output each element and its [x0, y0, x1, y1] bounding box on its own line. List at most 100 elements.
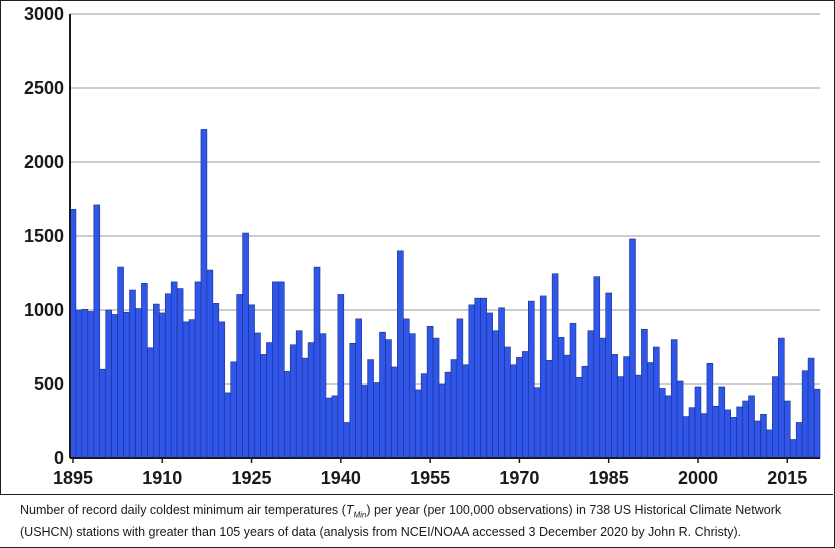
bar: [213, 303, 219, 458]
bar: [505, 347, 511, 458]
bar: [397, 251, 403, 458]
bar: [427, 326, 433, 458]
bar-chart: 050010001500200025003000 189519101925194…: [0, 0, 835, 494]
bar: [576, 377, 582, 458]
y-tick-label: 2500: [24, 78, 64, 98]
bar: [296, 331, 302, 458]
bar: [653, 347, 659, 458]
bar: [737, 407, 743, 458]
bar: [350, 343, 356, 458]
bar: [558, 337, 564, 458]
bar: [82, 309, 88, 458]
bar: [743, 401, 749, 458]
bar: [380, 332, 386, 458]
x-tick-label: 1925: [232, 468, 272, 488]
bar: [326, 398, 332, 458]
bar: [582, 366, 588, 458]
bar: [231, 362, 237, 458]
bar: [153, 304, 159, 458]
x-tick-labels: 189519101925194019551970198520002015: [53, 458, 807, 488]
bar: [94, 205, 100, 458]
x-tick-label: 1985: [589, 468, 629, 488]
bar: [665, 396, 671, 458]
bar: [641, 329, 647, 458]
bar: [344, 422, 350, 458]
bar: [731, 417, 737, 458]
bar: [201, 129, 207, 458]
bar: [463, 365, 469, 458]
bar: [546, 360, 552, 458]
bar: [683, 417, 689, 458]
caption-text-start: Number of record daily coldest minimum a…: [20, 503, 346, 517]
bar: [570, 323, 576, 458]
bar: [183, 322, 189, 458]
bar: [594, 277, 600, 458]
bar: [516, 357, 522, 458]
bar: [266, 343, 272, 458]
bar: [112, 314, 118, 458]
bar: [689, 408, 695, 458]
x-tick-label: 2000: [678, 468, 718, 488]
bar: [147, 348, 153, 458]
bar: [790, 440, 796, 459]
bar: [749, 396, 755, 458]
bar: [225, 393, 231, 458]
caption-symbol-subscript: Min: [353, 511, 366, 520]
bar: [243, 233, 249, 458]
bar: [207, 270, 213, 458]
bar: [612, 354, 618, 458]
x-tick-label: 1895: [53, 468, 93, 488]
bar: [510, 365, 516, 458]
bar: [278, 282, 284, 458]
bar: [606, 293, 612, 458]
bar: [171, 282, 177, 458]
bar: [481, 298, 487, 458]
bar: [659, 388, 665, 458]
bar: [499, 308, 505, 458]
bar: [284, 371, 290, 458]
bar: [564, 355, 570, 458]
bar: [76, 310, 82, 458]
bar: [403, 319, 409, 458]
bar: [802, 371, 808, 458]
bar: [368, 360, 374, 458]
bar: [808, 358, 814, 458]
y-tick-label: 500: [34, 374, 64, 394]
bar: [624, 357, 630, 458]
x-tick-label: 2015: [767, 468, 807, 488]
bar: [677, 381, 683, 458]
bar: [332, 396, 338, 458]
bar: [695, 387, 701, 458]
bar: [391, 367, 397, 458]
bar: [135, 309, 141, 458]
bar: [522, 351, 528, 458]
bar: [588, 331, 594, 458]
bar: [713, 406, 719, 458]
bar: [540, 296, 546, 458]
bar: [719, 387, 725, 458]
bar: [647, 363, 653, 458]
x-tick-label: 1910: [142, 468, 182, 488]
bar: [249, 305, 255, 458]
bar: [772, 377, 778, 458]
bar: [451, 360, 457, 458]
x-tick-label: 1955: [410, 468, 450, 488]
x-tick-label: 1970: [499, 468, 539, 488]
bar: [124, 312, 130, 458]
bar: [528, 301, 534, 458]
bar: [487, 313, 493, 458]
bar: [469, 305, 475, 458]
bar: [701, 414, 707, 458]
bar: [796, 422, 802, 458]
bar: [385, 340, 391, 458]
bar: [237, 294, 243, 458]
bar: [760, 414, 766, 458]
bar: [88, 311, 94, 458]
bar: [320, 334, 326, 458]
bar: [409, 334, 415, 458]
bar: [195, 282, 201, 458]
y-tick-label: 1000: [24, 300, 64, 320]
y-tick-label: 0: [54, 448, 64, 468]
bar: [255, 333, 261, 458]
bar: [100, 369, 106, 458]
